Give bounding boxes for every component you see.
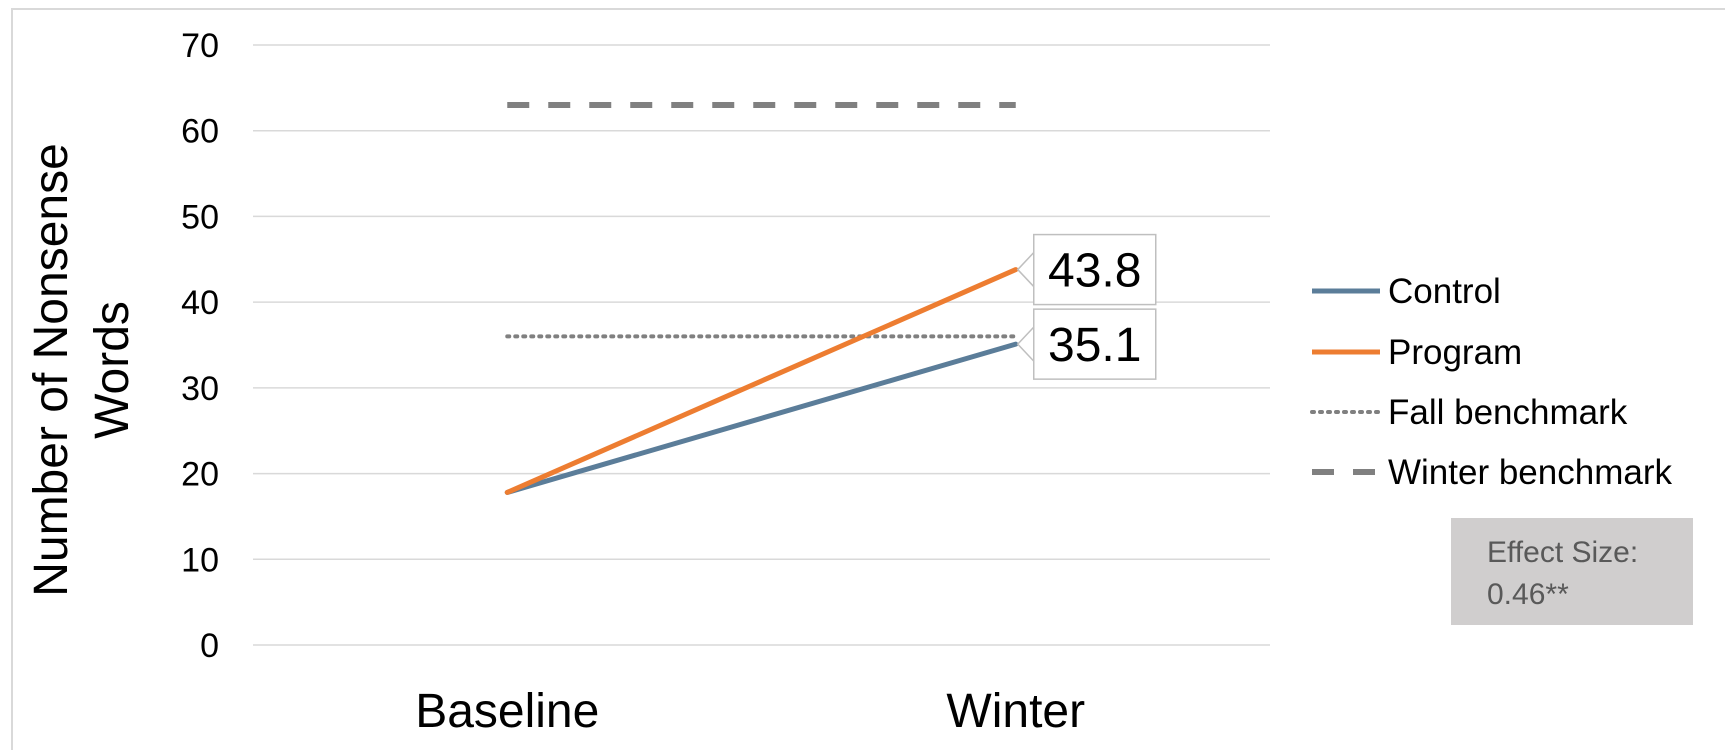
y-tick-label-10: 10 <box>181 541 219 579</box>
y-tick-label-70: 70 <box>181 27 219 65</box>
legend-label-fall-benchmark: Fall benchmark <box>1388 393 1628 432</box>
data-label-box-program <box>1033 233 1157 306</box>
y-axis-title-line2: Words <box>86 301 139 439</box>
y-tick-label-40: 40 <box>181 284 219 322</box>
data-label-program: 43.8 <box>1048 245 1141 298</box>
data-label-callout-program <box>1016 250 1035 289</box>
legend: Control Program Fall benchmark Winter bench… <box>1310 272 1672 492</box>
series-line-program <box>504 267 1019 495</box>
y-axis-ticks: 0 10 20 30 40 50 60 70 <box>181 27 219 665</box>
chart-frame <box>11 8 1725 750</box>
y-axis-title: Number of Nonsense Words <box>25 143 139 597</box>
legend-label-program: Program <box>1388 333 1522 372</box>
effect-size-line1: Effect Size: <box>1487 536 1639 569</box>
effect-size-box: Effect Size: 0.46** <box>1451 518 1693 625</box>
series-line-control <box>504 341 1019 495</box>
data-label-callout-control <box>1016 325 1035 364</box>
series-lines <box>504 102 1019 495</box>
legend-label-winter-benchmark: Winter benchmark <box>1388 453 1672 492</box>
x-category-baseline: Baseline <box>415 685 599 738</box>
y-tick-label-60: 60 <box>181 113 219 151</box>
y-tick-label-0: 0 <box>200 627 219 665</box>
effect-size-line2: 0.46** <box>1487 578 1569 611</box>
legend-label-control: Control <box>1388 272 1501 311</box>
y-tick-label-20: 20 <box>181 456 219 494</box>
x-category-winter: Winter <box>946 685 1085 738</box>
data-label-control: 35.1 <box>1048 319 1141 372</box>
y-tick-label-50: 50 <box>181 198 219 236</box>
x-axis-categories: Baseline Winter <box>415 685 1085 738</box>
y-tick-label-30: 30 <box>181 370 219 408</box>
y-axis-title-line1: Number of Nonsense <box>25 143 78 597</box>
data-label-box-control <box>1033 308 1157 380</box>
data-labels: 43.8 35.1 <box>1016 233 1157 380</box>
